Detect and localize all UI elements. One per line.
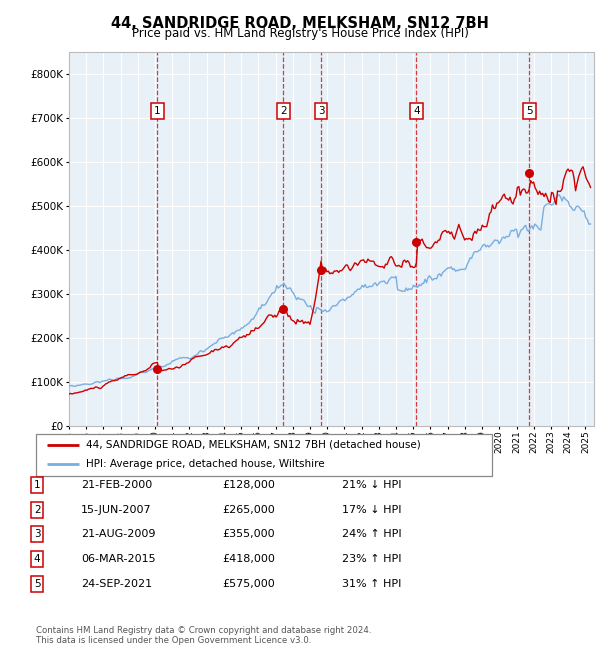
Text: Contains HM Land Registry data © Crown copyright and database right 2024.
This d: Contains HM Land Registry data © Crown c… — [36, 626, 371, 645]
Text: £128,000: £128,000 — [222, 480, 275, 490]
Text: 3: 3 — [317, 107, 325, 116]
Text: £418,000: £418,000 — [222, 554, 275, 564]
Text: 24% ↑ HPI: 24% ↑ HPI — [342, 529, 401, 539]
Text: 44, SANDRIDGE ROAD, MELKSHAM, SN12 7BH (detached house): 44, SANDRIDGE ROAD, MELKSHAM, SN12 7BH (… — [86, 440, 421, 450]
Text: £575,000: £575,000 — [222, 578, 275, 589]
FancyBboxPatch shape — [36, 434, 492, 476]
Text: 17% ↓ HPI: 17% ↓ HPI — [342, 504, 401, 515]
Text: 2: 2 — [34, 504, 41, 515]
Text: 2: 2 — [280, 107, 287, 116]
Text: 4: 4 — [413, 107, 419, 116]
Text: HPI: Average price, detached house, Wiltshire: HPI: Average price, detached house, Wilt… — [86, 460, 325, 469]
Text: 21% ↓ HPI: 21% ↓ HPI — [342, 480, 401, 490]
Text: 1: 1 — [154, 107, 161, 116]
Text: 5: 5 — [34, 578, 41, 589]
Text: 24-SEP-2021: 24-SEP-2021 — [81, 578, 152, 589]
Text: 44, SANDRIDGE ROAD, MELKSHAM, SN12 7BH: 44, SANDRIDGE ROAD, MELKSHAM, SN12 7BH — [111, 16, 489, 31]
Text: Price paid vs. HM Land Registry's House Price Index (HPI): Price paid vs. HM Land Registry's House … — [131, 27, 469, 40]
Text: 5: 5 — [526, 107, 532, 116]
Text: 06-MAR-2015: 06-MAR-2015 — [81, 554, 155, 564]
Text: 21-FEB-2000: 21-FEB-2000 — [81, 480, 152, 490]
Text: £265,000: £265,000 — [222, 504, 275, 515]
Text: £355,000: £355,000 — [222, 529, 275, 539]
Text: 4: 4 — [34, 554, 41, 564]
Text: 21-AUG-2009: 21-AUG-2009 — [81, 529, 155, 539]
Text: 1: 1 — [34, 480, 41, 490]
Text: 15-JUN-2007: 15-JUN-2007 — [81, 504, 152, 515]
Text: 3: 3 — [34, 529, 41, 539]
Text: 31% ↑ HPI: 31% ↑ HPI — [342, 578, 401, 589]
Text: 23% ↑ HPI: 23% ↑ HPI — [342, 554, 401, 564]
